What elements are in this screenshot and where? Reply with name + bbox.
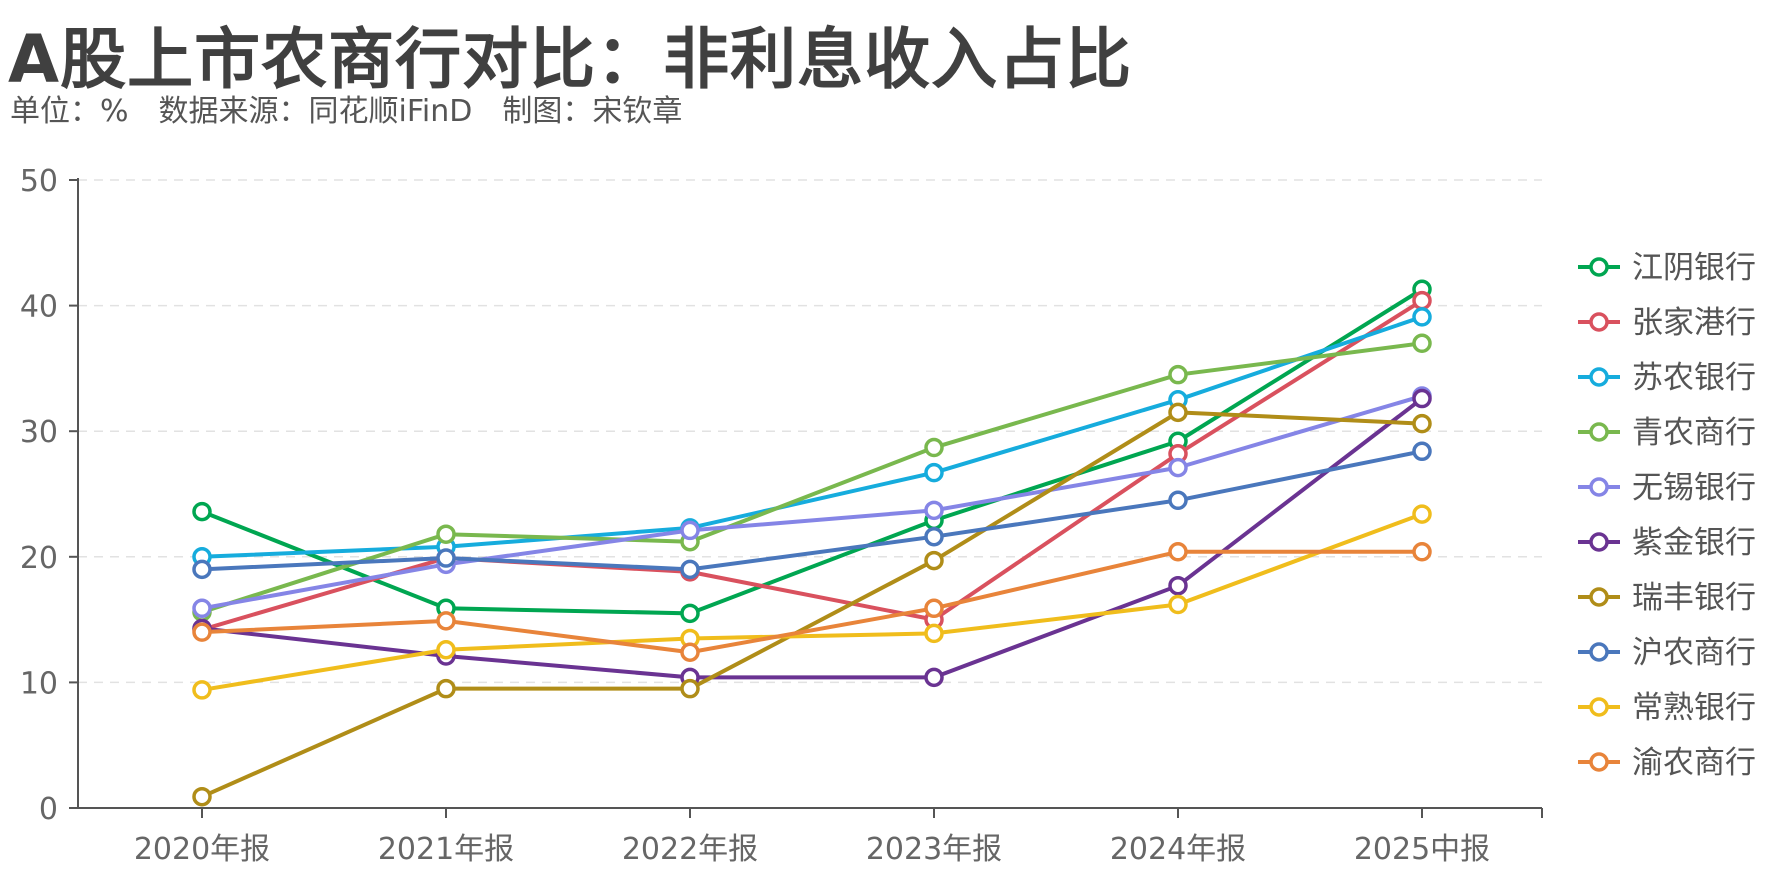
legend-label: 渝农商行	[1632, 745, 1756, 781]
data-point	[436, 611, 456, 631]
data-point	[192, 501, 212, 522]
data-point	[680, 678, 700, 699]
data-point	[924, 437, 944, 458]
axes: 0 10 20 30 40 50 2020年报 2021年报 2022年报 2023年报 2024年…	[20, 164, 1543, 867]
legend-swatch-marker	[1589, 532, 1609, 552]
data-point	[436, 548, 456, 568]
data-point	[1168, 594, 1188, 615]
data-point	[192, 559, 212, 580]
data-point	[1168, 542, 1188, 562]
legend-swatch-marker	[1589, 587, 1609, 607]
legend-swatch-marker	[1589, 257, 1609, 277]
legend-label: 瑞丰银行	[1632, 580, 1756, 616]
chart-subtitle: 单位：% 数据来源：同花顺iFinD 制图：宋钦章	[10, 94, 683, 129]
data-point	[1412, 504, 1432, 524]
legend-swatch-marker	[1589, 752, 1609, 772]
legend-swatch-marker	[1589, 642, 1609, 662]
legend-label: 张家港行	[1632, 305, 1756, 341]
data-point	[680, 559, 700, 580]
x-tick-label: 2023年报	[866, 832, 1002, 867]
x-tick-label: 2020年报	[134, 832, 270, 867]
legend-label: 江阴银行	[1632, 250, 1756, 286]
data-point	[1412, 388, 1432, 409]
data-point	[192, 622, 212, 642]
y-tick-label: 10	[20, 666, 58, 701]
data-point	[1168, 575, 1188, 596]
legend-swatch-marker	[1589, 477, 1609, 497]
x-tick-label: 2024年报	[1110, 832, 1246, 867]
y-tick-label: 30	[20, 415, 58, 450]
data-point	[1168, 490, 1188, 511]
data-point	[1168, 457, 1188, 478]
legend-swatch-marker	[1589, 697, 1609, 717]
series-line	[201, 512, 1423, 692]
data-point	[192, 680, 212, 700]
x-tick-label: 2025中报	[1354, 832, 1490, 867]
data-point	[192, 786, 212, 807]
legend-swatch-marker	[1589, 422, 1609, 442]
y-tick-label: 20	[20, 541, 58, 576]
y-tick-label: 0	[39, 792, 58, 827]
legend-label: 沪农商行	[1632, 635, 1756, 671]
data-point	[680, 520, 700, 541]
data-point	[436, 524, 456, 544]
legend-label: 常熟银行	[1632, 690, 1756, 726]
data-point	[1412, 441, 1432, 462]
data-point	[680, 603, 700, 624]
data-point	[1168, 402, 1188, 423]
y-tick-label: 50	[20, 164, 58, 199]
series-line	[201, 396, 1424, 680]
data-point	[1412, 333, 1432, 354]
grid-lines	[78, 179, 1542, 684]
data-point	[924, 550, 944, 571]
legend-label: 无锡银行	[1632, 470, 1756, 506]
legend-label: 青农商行	[1632, 415, 1756, 451]
data-point	[1412, 290, 1432, 311]
data-point	[1412, 413, 1432, 434]
series-line	[201, 410, 1423, 799]
data-point	[924, 623, 944, 644]
legend-swatch-marker	[1589, 312, 1609, 332]
data-point	[436, 639, 456, 660]
data-point	[1412, 307, 1432, 327]
y-tick-label: 40	[20, 290, 58, 325]
series-line	[201, 449, 1423, 572]
data-point	[924, 598, 944, 619]
legend-label: 紫金银行	[1632, 525, 1756, 561]
x-tick-label: 2021年报	[378, 832, 514, 867]
chart-title: A股上市农商行对比：非利息收入占比	[8, 21, 1133, 98]
data-point	[924, 526, 944, 547]
series-line	[201, 549, 1422, 655]
data-point	[192, 598, 212, 619]
data-point	[924, 667, 944, 688]
data-point	[1168, 364, 1188, 385]
x-tick-label: 2022年报	[622, 832, 758, 867]
data-point	[436, 678, 456, 699]
legend-label: 苏农银行	[1632, 360, 1756, 396]
series-line	[201, 341, 1423, 614]
series-line	[201, 394, 1423, 611]
data-point	[924, 500, 944, 521]
data-point	[680, 642, 700, 663]
data-point	[1412, 542, 1432, 562]
data-point	[924, 462, 944, 483]
legend-swatch-marker	[1589, 367, 1609, 387]
series-lines	[192, 279, 1432, 807]
